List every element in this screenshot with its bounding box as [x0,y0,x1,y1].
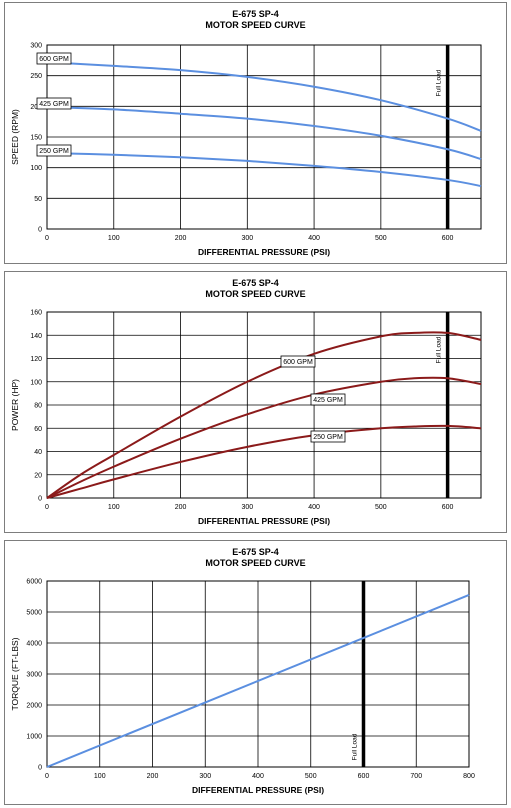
series-label: 425 GPM [39,101,69,108]
y-tick-label: 6000 [26,579,42,586]
y-axis-label: POWER (HP) [10,379,20,431]
series-line [46,61,482,132]
series-label: 600 GPM [39,56,69,63]
x-tick-label: 200 [175,504,187,511]
x-tick-label: 300 [199,773,211,780]
series-label-box [280,355,316,368]
chart-title: E-675 SP-4 [232,547,279,557]
series-label-box [36,52,72,65]
x-axis-label: DIFFERENTIAL PRESSURE (PSI) [192,785,324,795]
x-tick-label: 700 [410,773,422,780]
x-tick-label: 400 [308,235,320,242]
x-tick-label: 0 [45,504,49,511]
plot-area [46,311,482,499]
y-tick-label: 4000 [26,641,42,648]
y-tick-label: 300 [30,43,42,50]
full-load-label: Full Load [436,336,443,363]
series-line [46,594,470,768]
series-line [46,105,482,161]
x-tick-label: 100 [94,773,106,780]
x-tick-label: 600 [442,504,454,511]
series-label: 250 GPM [313,434,343,441]
series-line [46,151,482,188]
series-label: 250 GPM [39,148,69,155]
y-tick-label: 160 [30,310,42,317]
series-label-box [36,144,72,157]
y-tick-label: 250 [30,73,42,80]
y-axis-label: SPEED (RPM) [10,109,20,165]
y-tick-label: 140 [30,333,42,340]
y-tick-label: 2000 [26,703,42,710]
full-load-label: Full Load [436,69,443,96]
y-tick-label: 80 [34,403,42,410]
series-line [46,376,482,499]
x-tick-label: 300 [241,235,253,242]
y-tick-label: 0 [38,227,42,234]
y-axis-label: TORQUE (FT-LBS) [10,637,20,710]
chart-title: E-675 SP-4 [232,278,279,288]
y-tick-label: 40 [34,449,42,456]
y-tick-label: 120 [30,356,42,363]
y-tick-label: 100 [30,379,42,386]
x-tick-label: 400 [252,773,264,780]
x-tick-label: 600 [442,235,454,242]
plot-area [46,44,482,230]
x-tick-label: 100 [108,235,120,242]
y-tick-label: 100 [30,165,42,172]
chart-subtitle: MOTOR SPEED CURVE [205,558,306,568]
y-tick-label: 1000 [26,734,42,741]
x-axis-label: DIFFERENTIAL PRESSURE (PSI) [198,247,330,257]
torque-chart: 0 100 200 300 400 500 600 700 800 0 1000 2000 3000 40… [10,579,475,796]
y-tick-label: 3000 [26,672,42,679]
full-load-label: Full Load [352,733,359,760]
x-tick-label: 100 [108,504,120,511]
series-label-box [36,97,72,110]
x-tick-label: 600 [358,773,370,780]
speed-chart: 0 100 200 300 400 500 600 0 50 100 150 200 250 300 Ful… [10,43,482,257]
series-label-box [310,430,346,443]
torque-chart-panel: E-675 SP-4 MOTOR SPEED CURVE 0 100 200 300 4… [4,540,507,805]
x-tick-label: 500 [375,235,387,242]
series-label: 425 GPM [313,397,343,404]
speed-chart-panel: E-675 SP-4 MOTOR SPEED CURVE 0 100 200 300 4… [4,2,507,264]
series-label: 600 GPM [283,359,313,366]
x-axis-label: DIFFERENTIAL PRESSURE (PSI) [198,516,330,526]
x-tick-label: 500 [375,504,387,511]
x-tick-label: 400 [308,504,320,511]
x-tick-label: 500 [305,773,317,780]
chart-subtitle: MOTOR SPEED CURVE [205,289,306,299]
x-tick-label: 200 [147,773,159,780]
chart-title: E-675 SP-4 [232,9,279,19]
series-label-box [310,393,346,406]
x-tick-label: 800 [463,773,475,780]
y-tick-label: 20 [34,472,42,479]
chart-subtitle: MOTOR SPEED CURVE [205,20,306,30]
power-chart-panel: E-675 SP-4 MOTOR SPEED CURVE 0 100 200 300 4… [4,271,507,533]
power-chart: 0 100 200 300 400 500 600 0 20 40 60 80 100 120 140 160… [10,310,482,526]
x-tick-label: 200 [175,235,187,242]
y-tick-label: 200 [30,104,42,111]
y-tick-label: 60 [34,426,42,433]
y-tick-label: 5000 [26,610,42,617]
series-line [46,424,482,499]
x-tick-label: 0 [45,235,49,242]
series-line [46,331,482,499]
y-tick-label: 150 [30,135,42,142]
y-tick-label: 0 [38,496,42,503]
y-tick-label: 50 [34,196,42,203]
x-tick-label: 300 [241,504,253,511]
x-tick-label: 0 [45,773,49,780]
y-tick-label: 0 [38,765,42,772]
plot-area [46,580,470,768]
